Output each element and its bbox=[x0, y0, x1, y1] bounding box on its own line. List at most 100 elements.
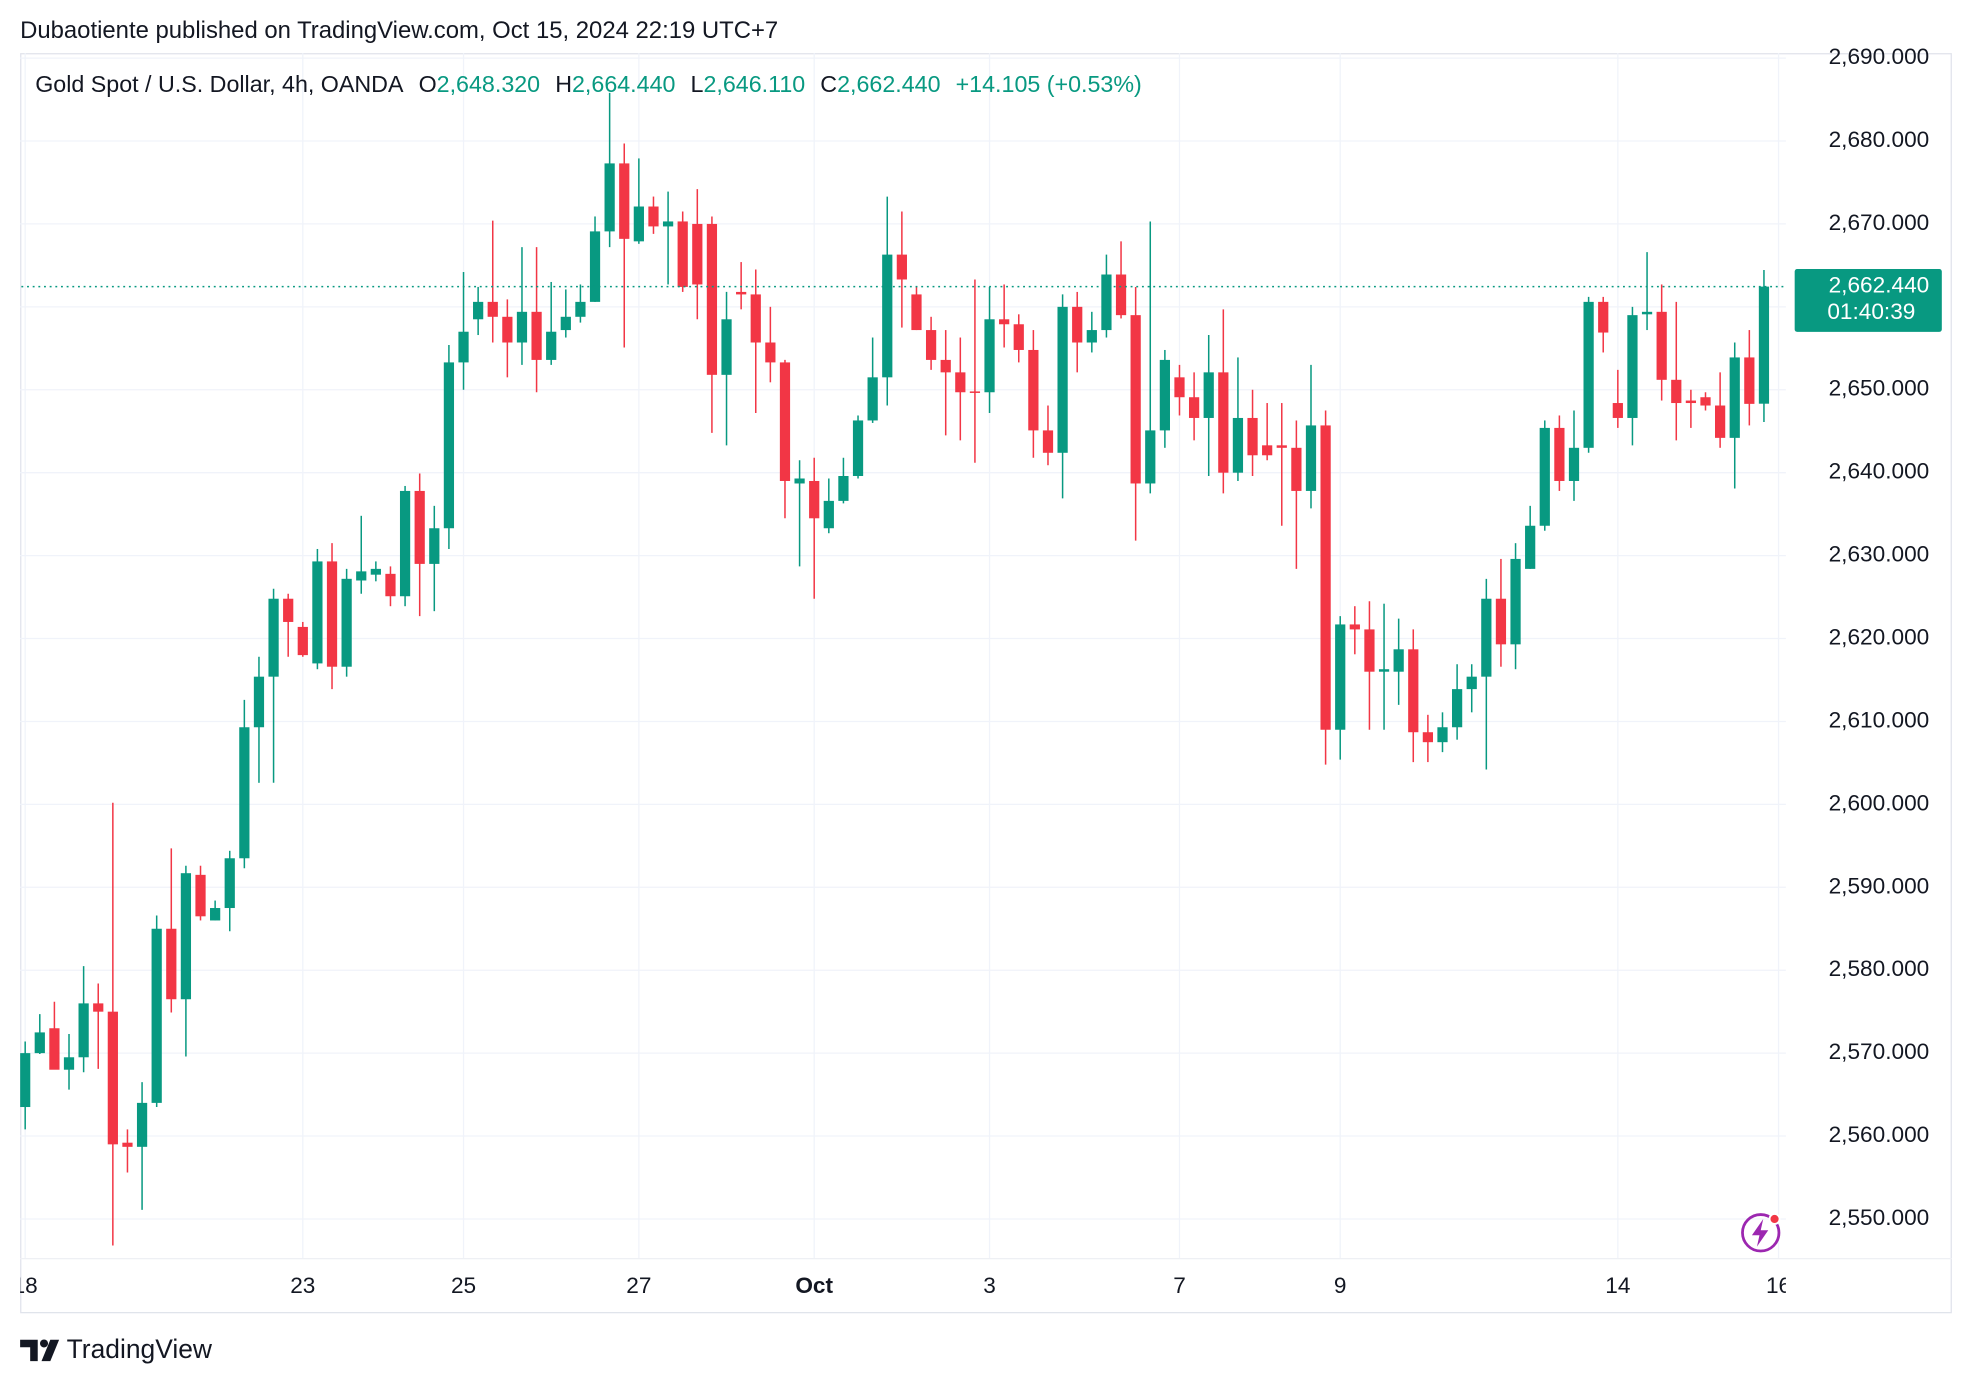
candle-body bbox=[1700, 397, 1711, 406]
candle-body bbox=[78, 1003, 89, 1058]
candle-body bbox=[969, 391, 981, 393]
candle-body bbox=[882, 254, 893, 378]
candle-body bbox=[239, 727, 250, 859]
candle-body bbox=[1291, 447, 1302, 491]
y-tick-label: 2,670.000 bbox=[1829, 210, 1930, 235]
x-tick-label: 27 bbox=[626, 1273, 651, 1298]
last-price-badge bbox=[1794, 269, 1942, 332]
x-tick-label: 16 bbox=[1766, 1273, 1791, 1298]
candle-body bbox=[955, 372, 966, 393]
candle-body bbox=[1583, 301, 1594, 448]
grid bbox=[20, 53, 1786, 1258]
footer-brand: TradingView bbox=[67, 1334, 213, 1364]
candle-body bbox=[1612, 403, 1623, 418]
candle-body bbox=[1729, 357, 1740, 438]
candle-body bbox=[1495, 598, 1507, 645]
candle-body bbox=[1057, 306, 1068, 453]
candle-body bbox=[1218, 372, 1229, 473]
y-tick-label: 2,680.000 bbox=[1829, 127, 1930, 152]
candle-body bbox=[210, 908, 221, 921]
candle-body bbox=[1510, 558, 1521, 645]
candle-body bbox=[531, 311, 542, 360]
candle-body bbox=[838, 476, 849, 501]
candle-body bbox=[1335, 624, 1346, 730]
candle-body bbox=[312, 561, 323, 664]
candle-body bbox=[487, 301, 498, 317]
candle-body bbox=[297, 626, 308, 656]
x-tick-label: 3 bbox=[983, 1273, 996, 1298]
candle-body bbox=[1276, 445, 1287, 448]
candle-body bbox=[356, 571, 367, 581]
candle-body bbox=[546, 331, 557, 360]
y-tick-label: 2,570.000 bbox=[1829, 1039, 1930, 1064]
candle-body bbox=[1758, 286, 1770, 404]
candle-body bbox=[399, 490, 411, 597]
candle-body bbox=[1408, 649, 1419, 733]
y-tick-label: 2,690.000 bbox=[1829, 44, 1930, 69]
y-tick-label: 2,610.000 bbox=[1829, 707, 1930, 732]
candle-body bbox=[633, 206, 644, 242]
candle-body bbox=[1203, 372, 1214, 418]
candle-body bbox=[721, 319, 732, 375]
candle-body bbox=[195, 874, 206, 917]
candle-body bbox=[49, 1028, 60, 1070]
candle-body bbox=[283, 598, 294, 622]
candle-body bbox=[1656, 311, 1667, 380]
candle-body bbox=[1422, 732, 1433, 743]
candle-body bbox=[1101, 274, 1112, 331]
candle-body bbox=[1174, 377, 1185, 398]
candle-body bbox=[1627, 315, 1638, 418]
candle-body bbox=[502, 316, 513, 343]
candle-body bbox=[560, 316, 571, 331]
candle-body bbox=[1305, 425, 1317, 491]
candle-body bbox=[1349, 624, 1360, 630]
last-price-label: 2,662.440 bbox=[1829, 273, 1930, 298]
candle-body bbox=[1072, 306, 1083, 343]
candle-body bbox=[940, 359, 951, 373]
candle-body bbox=[1115, 274, 1127, 316]
candle-body bbox=[1378, 669, 1390, 672]
y-tick-label: 2,580.000 bbox=[1829, 956, 1930, 981]
ohlc-key: C bbox=[820, 71, 837, 97]
tradingview-logo bbox=[20, 1339, 60, 1362]
ohlc-key: H bbox=[555, 71, 572, 97]
candle-body bbox=[1466, 676, 1477, 690]
y-tick-label: 2,550.000 bbox=[1829, 1205, 1930, 1230]
ohlc-value: 2,662.440 bbox=[837, 71, 941, 97]
candle-body bbox=[1715, 405, 1726, 438]
candle-body bbox=[34, 1032, 45, 1054]
y-tick-label: 2,650.000 bbox=[1829, 376, 1930, 401]
ohlc-key: O bbox=[419, 71, 437, 97]
candle-body bbox=[896, 254, 907, 280]
candle-body bbox=[122, 1142, 133, 1147]
candle-body bbox=[1685, 400, 1697, 404]
chart-frame bbox=[20, 53, 1952, 1314]
x-axis: 18 23 25 27 Oct 3 7 9 14 16 bbox=[20, 1273, 1791, 1298]
candles bbox=[20, 92, 1786, 1246]
y-tick-label: 2,590.000 bbox=[1829, 873, 1930, 898]
candle-body bbox=[180, 873, 192, 1000]
candle-body bbox=[414, 490, 425, 564]
candle-body bbox=[823, 500, 834, 529]
candle-body bbox=[370, 568, 381, 575]
candle-body bbox=[443, 362, 455, 529]
candle-body bbox=[1188, 397, 1200, 418]
candle-body bbox=[867, 377, 878, 421]
candle-body bbox=[224, 858, 235, 909]
candle-body bbox=[1130, 315, 1141, 484]
y-tick-label: 2,620.000 bbox=[1829, 625, 1930, 650]
change: +14.105 (+0.53%) bbox=[956, 71, 1142, 97]
candle-body bbox=[151, 928, 162, 1103]
y-axis: 2,550.000 2,560.000 2,570.000 2,580.000 2,59… bbox=[1794, 44, 1942, 1230]
candle-body bbox=[1086, 330, 1097, 343]
ohlc-legend: Gold Spot / U.S. Dollar, 4h, OANDA O2,648… bbox=[35, 71, 1142, 97]
candle-body bbox=[458, 331, 469, 363]
candle-body bbox=[1568, 447, 1580, 481]
candle-body bbox=[809, 480, 820, 519]
lightning-icon bbox=[1741, 1212, 1781, 1253]
candle-body bbox=[765, 342, 776, 363]
candle-body bbox=[779, 362, 791, 481]
candle-body bbox=[1042, 430, 1054, 453]
